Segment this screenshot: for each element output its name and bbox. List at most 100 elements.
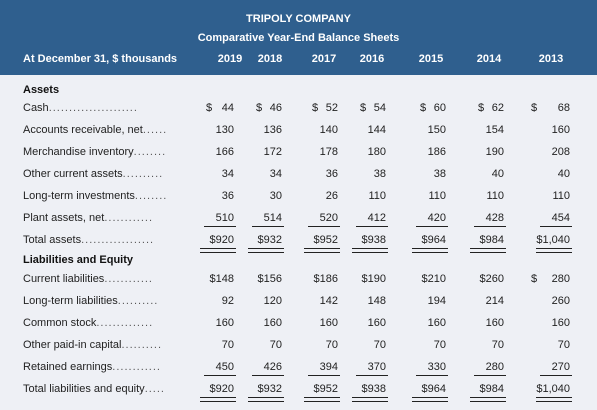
value-cell: 180 [367, 146, 386, 158]
row-label-text: Retained earnings [23, 361, 113, 373]
table-row: Accounts receivable, net...... 130 136 140 1… [0, 121, 597, 141]
subtotal-rule [308, 226, 340, 227]
table-row: Other current assets.......... 34 34 36 38 38… [0, 165, 597, 185]
row-label: Total liabilities and equity..... [23, 383, 165, 395]
currency-symbol: $ [531, 273, 538, 285]
subtotal-rule [416, 226, 448, 227]
leader-dots: ...... [142, 124, 168, 136]
row-label-text: Cash [23, 102, 49, 114]
value-cell: 44 [221, 102, 234, 114]
value-cell: $260 [479, 273, 504, 285]
value-cell: $952 [313, 234, 338, 246]
value-cell: $1,040 [536, 383, 570, 395]
value-cell: 36 [325, 168, 338, 180]
value-cell: $190 [361, 273, 386, 285]
row-label: Current liabilities............ [23, 273, 153, 285]
value-cell: 172 [263, 146, 282, 158]
year-header: 2016 [359, 53, 385, 65]
value-cell: 70 [557, 339, 570, 351]
total-double-rule [470, 248, 506, 253]
value-cell: 60 [433, 102, 446, 114]
value-cell: 520 [319, 212, 338, 224]
subtotal-rule [540, 375, 572, 376]
leader-dots: ...................... [48, 102, 138, 114]
value-cell: 46 [269, 102, 282, 114]
value-cell: 166 [215, 146, 234, 158]
subtotal-rule [356, 375, 388, 376]
value-cell: 160 [551, 317, 570, 329]
row-label-text: Long-term investments [23, 190, 135, 202]
row-label-text: Accounts receivable, net [23, 124, 143, 136]
value-cell: 70 [433, 339, 446, 351]
leader-dots: ........ [133, 146, 167, 158]
value-cell: 370 [367, 361, 386, 373]
value-cell: 52 [325, 102, 338, 114]
value-cell: 30 [269, 190, 282, 202]
currency-symbol: $ [531, 102, 538, 114]
value-cell: 26 [325, 190, 338, 202]
value-cell: 160 [485, 317, 504, 329]
value-cell: $932 [257, 234, 282, 246]
value-cell: 70 [373, 339, 386, 351]
value-cell: 136 [263, 124, 282, 136]
total-double-rule [248, 397, 284, 402]
value-cell: 270 [551, 361, 570, 373]
currency-symbol: $ [478, 102, 485, 114]
value-cell: 194 [427, 295, 446, 307]
row-label-text: Other paid-in capital [23, 339, 122, 351]
subtotal-rule [474, 226, 506, 227]
value-cell: 38 [433, 168, 446, 180]
value-cell: $938 [361, 383, 386, 395]
value-cell: $952 [313, 383, 338, 395]
leader-dots: ..... [144, 383, 165, 395]
value-cell: 40 [491, 168, 504, 180]
value-cell: 70 [269, 339, 282, 351]
total-double-rule [304, 397, 340, 402]
value-cell: $920 [209, 234, 234, 246]
value-cell: 70 [325, 339, 338, 351]
value-cell: 260 [551, 295, 570, 307]
value-cell: 160 [551, 124, 570, 136]
value-cell: 426 [263, 361, 282, 373]
subtotal-rule [204, 226, 236, 227]
row-label: Total assets.................. [23, 234, 154, 246]
value-cell: 160 [319, 317, 338, 329]
total-double-rule [200, 248, 236, 253]
total-double-rule [248, 248, 284, 253]
total-double-rule [200, 397, 236, 402]
value-cell: 160 [215, 317, 234, 329]
table-row: Common stock.............. 160 160 160 160 16… [0, 314, 597, 334]
year-header: 2014 [476, 53, 502, 65]
leader-dots: ............ [112, 361, 161, 373]
year-header: 2018 [257, 53, 283, 65]
row-label-text: Common stock [23, 317, 97, 329]
total-double-rule [412, 397, 448, 402]
value-cell: $210 [421, 273, 446, 285]
column-header-label: At December 31, $ thousands [23, 53, 178, 65]
table-header: TRIPOLY COMPANY Comparative Year-End Bal… [0, 0, 597, 75]
currency-symbol: $ [360, 102, 367, 114]
value-cell: 214 [485, 295, 504, 307]
value-cell: 110 [368, 190, 386, 202]
value-cell: 178 [319, 146, 338, 158]
year-header: 2015 [418, 53, 444, 65]
row-label-text: Plant assets, net [23, 212, 105, 224]
subtotal-rule [308, 375, 340, 376]
value-cell: 150 [427, 124, 446, 136]
value-cell: 130 [215, 124, 234, 136]
value-cell: 428 [485, 212, 504, 224]
value-cell: 330 [427, 361, 446, 373]
year-header: 2019 [217, 53, 243, 65]
currency-symbol: $ [312, 102, 319, 114]
report-subtitle: Comparative Year-End Balance Sheets [197, 32, 400, 44]
value-cell: 394 [319, 361, 338, 373]
row-label: Long-term investments........ [23, 190, 167, 202]
value-cell: 144 [367, 124, 386, 136]
value-cell: 36 [221, 190, 234, 202]
row-label-text: Long-term liabilities [23, 295, 118, 307]
currency-symbol: $ [206, 102, 213, 114]
value-cell: 160 [427, 317, 446, 329]
table-row: Total assets.................. $920 $932 $9… [0, 231, 597, 253]
subtotal-rule [540, 226, 572, 227]
value-cell: $964 [421, 234, 446, 246]
